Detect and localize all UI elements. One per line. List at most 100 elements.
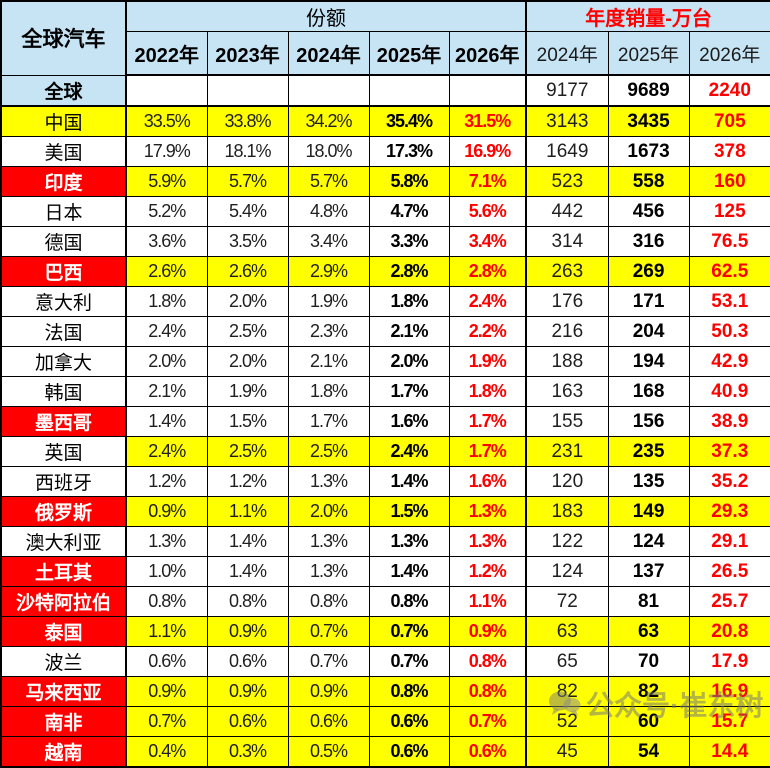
sales-value-cell: 156 [607,406,690,437]
share-value-cell: 5.6% [448,196,528,227]
share-year-header: 2026年 [448,31,528,76]
share-value-cell: 0.7% [368,616,450,647]
sales-value-cell: 188 [525,346,609,377]
share-value-cell: 5.7% [287,166,370,197]
share-value-cell: 0.3% [206,736,289,768]
share-value-cell: 2.2% [448,316,528,347]
share-value-cell: 0.8% [368,676,450,707]
sales-value-cell: 122 [525,526,609,557]
share-value-cell: 0.6% [448,736,528,768]
share-value-cell: 1.2% [448,556,528,587]
sales-value-cell: 82 [607,676,690,707]
sales-value-cell: 14.4 [688,736,770,768]
table-row: 西班牙 1.2% 1.2% 1.3% 1.4% 1.6% 120 135 35.2 [0,466,770,497]
sales-value-cell: 26.5 [688,556,770,587]
share-value-cell: 5.4% [206,196,289,227]
sales-value-cell: 314 [525,226,609,257]
share-value-cell: 0.4% [125,736,208,768]
sales-value-cell: 82 [525,676,609,707]
sales-value-cell: 62.5 [688,256,770,287]
table-row: 英国 2.4% 2.5% 2.5% 2.4% 1.7% 231 235 37.3 [0,436,770,467]
sales-year-header: 2026年 [688,31,770,76]
share-value-cell: 0.8% [287,586,370,617]
share-value-cell: 2.5% [287,436,370,467]
share-value-cell: 0.8% [448,646,528,677]
share-value-cell: 1.4% [368,466,450,497]
sales-value-cell: 40.9 [688,376,770,407]
share-value-cell: 0.8% [448,676,528,707]
sales-value-cell: 1649 [525,136,609,167]
sales-value-cell: 124 [525,556,609,587]
share-value-cell: 2.3% [287,316,370,347]
table-row: 土耳其 1.0% 1.4% 1.3% 1.4% 1.2% 124 137 26.5 [0,556,770,587]
sales-value-cell: 160 [688,166,770,197]
share-value-cell: 1.9% [287,286,370,317]
share-value-cell: 0.7% [368,646,450,677]
sales-value-cell: 194 [607,346,690,377]
sales-value-cell: 316 [607,226,690,257]
country-name-cell: 韩国 [0,376,127,407]
share-value-cell: 1.7% [287,406,370,437]
share-value-cell: 0.6% [368,736,450,768]
country-name-cell: 土耳其 [0,556,127,587]
country-name-cell: 沙特阿拉伯 [0,586,127,617]
country-name-cell: 越南 [0,736,127,768]
table-row: 印度 5.9% 5.7% 5.7% 5.8% 7.1% 523 558 160 [0,166,770,197]
sales-value-cell: 3435 [607,105,690,137]
share-value-cell: 1.4% [368,556,450,587]
share-value-cell: 1.8% [287,376,370,407]
sales-value-cell: 29.3 [688,496,770,527]
country-name-cell: 意大利 [0,286,127,317]
country-name-cell: 英国 [0,436,127,467]
country-name-cell: 泰国 [0,616,127,647]
share-value-cell: 1.3% [448,496,528,527]
share-value-cell: 2.1% [368,316,450,347]
sales-year-header: 2025年 [607,31,690,76]
sales-value-cell: 135 [607,466,690,497]
share-value-cell: 18.0% [287,136,370,167]
share-value-cell: 5.9% [125,166,208,197]
sales-value-cell: 163 [525,376,609,407]
share-value-cell: 0.7% [448,706,528,737]
table-row: 美国 17.9% 18.1% 18.0% 17.3% 16.9% 1649 1673 378 [0,136,770,167]
sales-value-cell: 558 [607,166,690,197]
sales-value-cell: 25.7 [688,586,770,617]
table-row: 韩国 2.1% 1.9% 1.8% 1.7% 1.8% 163 168 40.9 [0,376,770,407]
sales-value-cell: 523 [525,166,609,197]
share-value-cell: 2.0% [287,496,370,527]
sales-value-cell: 705 [688,105,770,137]
table-row: 波兰 0.6% 0.6% 0.7% 0.7% 0.8% 65 70 17.9 [0,646,770,677]
share-value-cell: 2.6% [206,256,289,287]
share-value-cell: 2.8% [448,256,528,287]
share-value-cell: 4.8% [287,196,370,227]
share-value-cell: 17.9% [125,136,208,167]
country-name-cell: 墨西哥 [0,406,127,437]
share-value-cell: 1.7% [448,406,528,437]
share-value-cell: 2.4% [125,316,208,347]
sales-value-cell: 63 [607,616,690,647]
share-value-cell: 1.3% [287,556,370,587]
share-year-header: 2025年 [368,31,450,76]
share-year-header: 2024年 [287,31,370,76]
sales-value-cell: 54 [607,736,690,768]
share-value-cell: 33.5% [125,105,208,137]
sales-value-cell: 42.9 [688,346,770,377]
sales-value-cell: 125 [688,196,770,227]
sales-value-cell: 155 [525,406,609,437]
sales-value-cell: 70 [607,646,690,677]
table-row: 德国 3.6% 3.5% 3.4% 3.3% 3.4% 314 316 76.5 [0,226,770,257]
sales-value-cell: 137 [607,556,690,587]
table-row: 墨西哥 1.4% 1.5% 1.7% 1.6% 1.7% 155 156 38.9 [0,406,770,437]
share-value-cell: 2.1% [287,346,370,377]
sales-value-cell: 149 [607,496,690,527]
table-row: 俄罗斯 0.9% 1.1% 2.0% 1.5% 1.3% 183 149 29.3 [0,496,770,527]
share-value-cell: 5.7% [206,166,289,197]
table-row: 泰国 1.1% 0.9% 0.7% 0.7% 0.9% 63 63 20.8 [0,616,770,647]
share-value-cell [125,74,208,107]
header-year-row: 2022年 2023年 2024年 2025年 2026年 2024年 2025年 2026年 [1,31,770,76]
sales-value-cell: 235 [607,436,690,467]
sales-value-cell: 37.3 [688,436,770,467]
sales-value-cell: 176 [525,286,609,317]
